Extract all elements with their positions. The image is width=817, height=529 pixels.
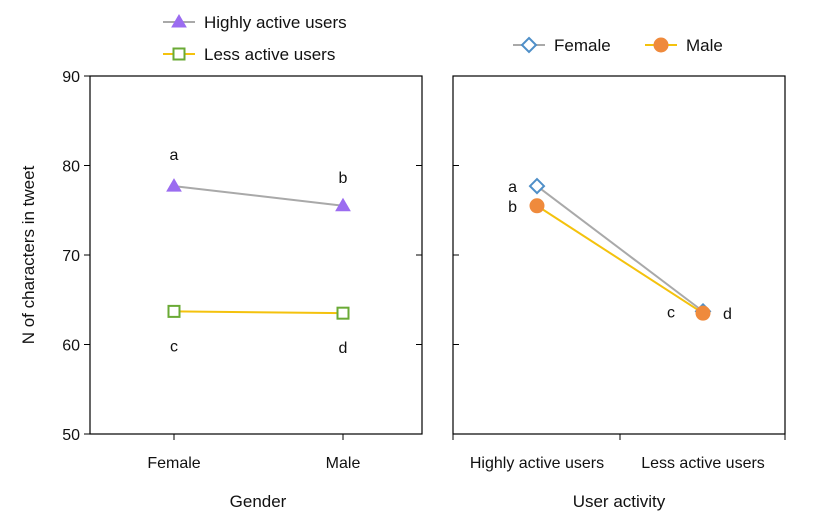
series-layer: a b c d — [166, 147, 351, 357]
x-tick-label: Highly active users — [470, 455, 604, 472]
series-line — [536, 185, 704, 313]
data-point — [335, 197, 351, 212]
plot-frame — [452, 75, 786, 435]
legend-label: Less active users — [204, 45, 335, 64]
data-label: c — [170, 338, 178, 355]
series-line — [536, 204, 704, 315]
x-axis: Female Male — [147, 434, 360, 472]
y-tick-label: 60 — [62, 338, 80, 355]
series-line — [173, 185, 344, 207]
data-point — [695, 305, 711, 321]
plot-frame — [89, 75, 423, 435]
x-axis: Highly active users Less active users — [452, 434, 786, 472]
data-label: b — [339, 170, 348, 187]
legend-label: Female — [554, 36, 611, 55]
legend: Female Male — [513, 36, 723, 55]
data-label: d — [723, 306, 732, 323]
y-axis-label: N of characters in tweet — [19, 165, 38, 344]
y-tick-label: 70 — [62, 248, 80, 265]
data-point — [167, 304, 181, 318]
legend-marker — [172, 47, 186, 61]
data-label: c — [667, 304, 675, 321]
x-axis-label: Gender — [230, 492, 287, 511]
x-tick-label: Less active users — [641, 455, 765, 472]
y-tick-label: 50 — [62, 427, 80, 444]
data-point — [529, 198, 545, 214]
y-axis — [453, 75, 459, 435]
y-axis: 50 60 70 80 90 — [62, 69, 422, 444]
data-point — [166, 178, 182, 192]
panel-user-activity: Highly active users Less active users a c b… — [452, 36, 786, 511]
y-tick-label: 80 — [62, 159, 80, 176]
x-axis-label: User activity — [573, 492, 666, 511]
series-line — [173, 310, 344, 315]
data-label: a — [170, 147, 179, 164]
data-label: a — [508, 179, 517, 196]
legend-label: Highly active users — [204, 13, 347, 32]
series-layer: a c b d — [508, 177, 732, 323]
data-point — [528, 177, 546, 195]
legend-label: Male — [686, 36, 723, 55]
legend-marker — [653, 37, 669, 53]
y-tick-label: 90 — [62, 69, 80, 86]
panel-gender: 50 60 70 80 90 Female Male a b c d Highly active… — [19, 13, 423, 511]
legend: Highly active users Less active users — [163, 13, 347, 64]
data-point — [336, 306, 350, 320]
x-tick-label: Female — [147, 455, 200, 472]
data-label: b — [508, 199, 517, 216]
legend-marker — [520, 36, 538, 54]
legend-marker — [171, 14, 187, 28]
x-tick-label: Male — [326, 455, 361, 472]
data-label: d — [339, 340, 348, 357]
